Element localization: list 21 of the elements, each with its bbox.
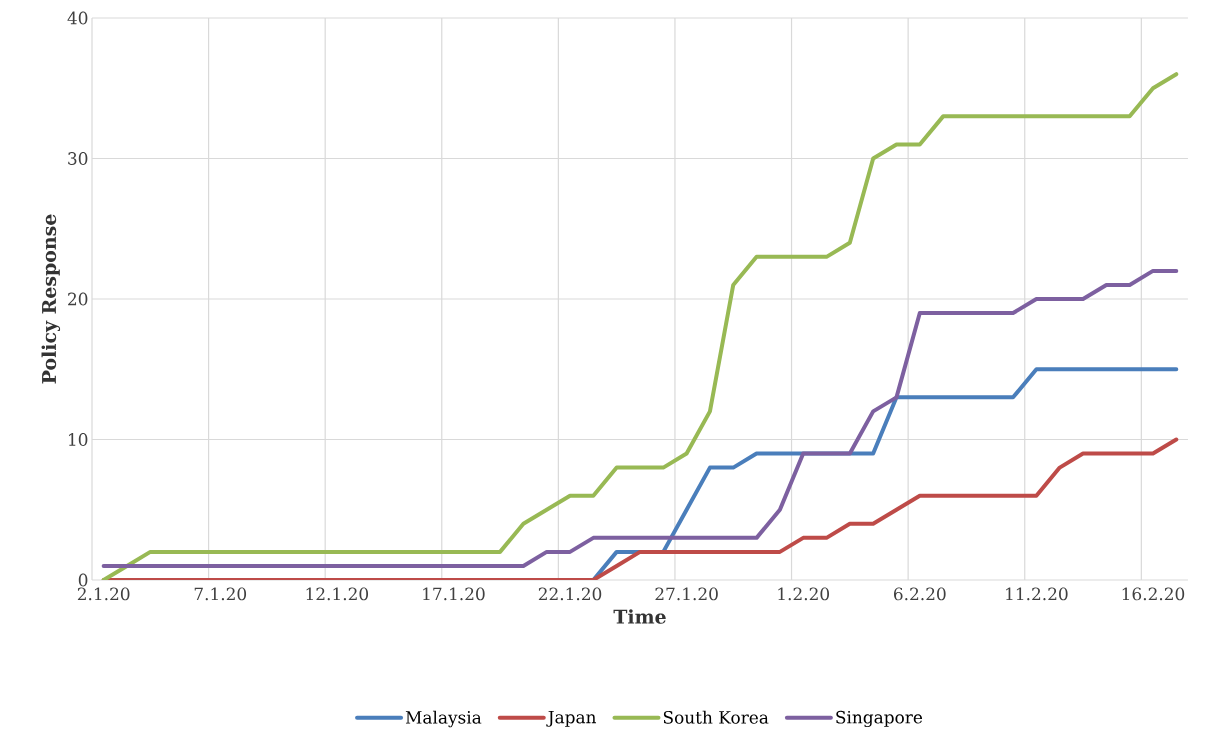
x-tick-label: 16.2.20 — [1122, 587, 1185, 601]
x-tick-label: 2.1.20 — [77, 587, 130, 601]
legend-label: Japan — [546, 710, 597, 727]
y-axis-title: Policy Response — [41, 214, 61, 384]
legend-label: Singapore — [836, 710, 923, 728]
x-tick-label: 22.1.20 — [538, 587, 602, 601]
x-tick-label: 6.2.20 — [894, 587, 946, 601]
y-tick-label: 20 — [68, 292, 88, 306]
x-tick-label: 7.1.20 — [194, 587, 247, 601]
x-tick-label: 27.1.20 — [655, 587, 718, 601]
y-tick-label: 40 — [67, 11, 88, 25]
y-tick-label: 30 — [68, 152, 88, 165]
x-tick-label: 11.2.20 — [1006, 587, 1068, 601]
y-tick-label: 10 — [68, 433, 88, 446]
y-tick-label: 0 — [78, 573, 88, 587]
legend-label: South Korea — [663, 710, 769, 724]
x-axis-title: Time — [613, 609, 666, 624]
x-tick-label: 1.2.20 — [778, 587, 830, 601]
x-tick-label: 12.1.20 — [306, 587, 369, 601]
legend-label: Malaysia — [405, 710, 482, 728]
x-tick-label: 17.1.20 — [423, 587, 485, 601]
